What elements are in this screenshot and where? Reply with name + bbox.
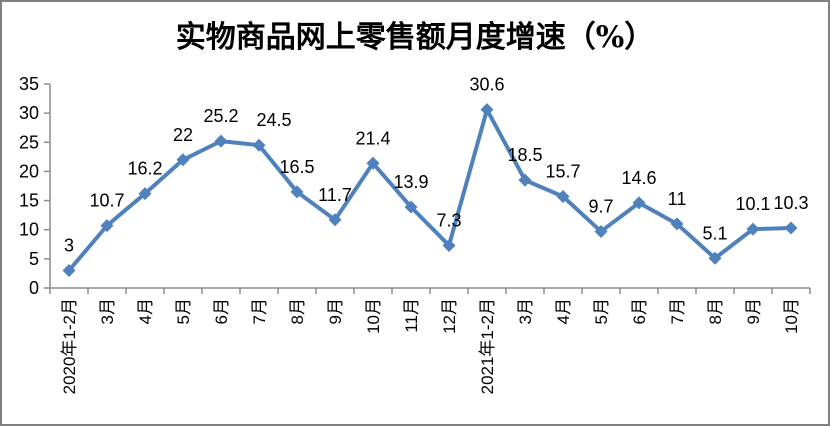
data-value-label: 11.7 <box>318 185 352 205</box>
data-value-label: 9.7 <box>588 196 613 216</box>
y-tick-label: 0 <box>29 278 39 298</box>
y-tick-label: 15 <box>19 191 39 211</box>
x-tick-label: 2021年1-2月 <box>478 298 497 394</box>
data-value-label: 5.1 <box>702 223 727 243</box>
data-value-label: 21.4 <box>355 128 390 148</box>
x-tick-label: 5月 <box>174 298 193 324</box>
data-point-marker <box>252 138 266 152</box>
data-point-marker <box>62 264 76 278</box>
data-value-label: 13.9 <box>393 172 428 192</box>
data-point-marker <box>746 222 760 236</box>
data-value-label: 7.3 <box>436 210 461 230</box>
data-value-label: 14.6 <box>621 168 656 188</box>
x-tick-label: 7月 <box>250 298 269 324</box>
data-point-marker <box>708 251 722 265</box>
x-tick-label: 10月 <box>782 298 801 334</box>
data-point-marker <box>784 221 798 235</box>
x-tick-label: 4月 <box>136 298 155 324</box>
x-tick-label: 8月 <box>706 298 725 324</box>
data-point-marker <box>518 173 532 187</box>
data-value-label: 30.6 <box>469 75 504 95</box>
y-tick-label: 30 <box>19 103 39 123</box>
data-value-label: 16.2 <box>127 159 162 179</box>
x-tick-label: 7月 <box>668 298 687 324</box>
y-tick-label: 10 <box>19 220 39 240</box>
data-value-label: 11 <box>668 189 687 209</box>
x-tick-label: 5月 <box>592 298 611 324</box>
series-line <box>67 107 793 273</box>
data-point-marker <box>328 213 342 227</box>
data-point-marker <box>632 196 646 210</box>
data-point-marker <box>556 189 570 203</box>
y-tick-label: 20 <box>19 161 39 181</box>
data-point-marker <box>404 200 418 214</box>
data-point-marker <box>100 219 114 233</box>
x-tick-label: 6月 <box>630 298 649 324</box>
data-value-label: 16.5 <box>279 157 314 177</box>
data-value-label: 24.5 <box>256 110 291 130</box>
x-tick-label: 9月 <box>326 298 345 324</box>
x-tick-label: 8月 <box>288 298 307 324</box>
x-tick-label: 2020年1-2月 <box>60 298 79 394</box>
data-value-label: 22 <box>173 125 193 145</box>
y-tick-label: 35 <box>19 74 39 94</box>
y-tick-label: 25 <box>19 132 39 152</box>
data-point-marker <box>670 217 684 231</box>
y-tick-label: 5 <box>29 249 39 269</box>
x-tick-label: 10月 <box>364 298 383 334</box>
chart-title: 实物商品网上零售额月度增速（%） <box>175 20 655 55</box>
data-point-marker <box>290 185 304 199</box>
data-point-marker <box>138 187 152 201</box>
data-point-marker <box>480 103 494 117</box>
data-value-label: 25.2 <box>203 106 238 126</box>
x-tick-label: 6月 <box>212 298 231 324</box>
data-point-marker <box>176 153 190 167</box>
data-point-marker <box>366 156 380 170</box>
data-point-marker <box>442 238 456 252</box>
x-tick-label: 12月 <box>440 298 459 334</box>
x-tick-label: 3月 <box>516 298 535 324</box>
data-value-label: 10.3 <box>773 193 808 213</box>
data-value-label: 18.5 <box>507 145 542 165</box>
x-tick-label: 4月 <box>554 298 573 324</box>
data-value-label: 10.7 <box>89 191 124 211</box>
x-tick-label: 11月 <box>402 298 421 333</box>
data-value-label: 3 <box>64 236 74 256</box>
data-value-label: 10.1 <box>735 194 770 214</box>
x-tick-label: 9月 <box>744 298 763 324</box>
data-point-marker <box>594 224 608 238</box>
x-tick-label: 3月 <box>98 298 117 324</box>
data-value-label: 15.7 <box>545 161 580 181</box>
data-point-marker <box>214 134 228 148</box>
